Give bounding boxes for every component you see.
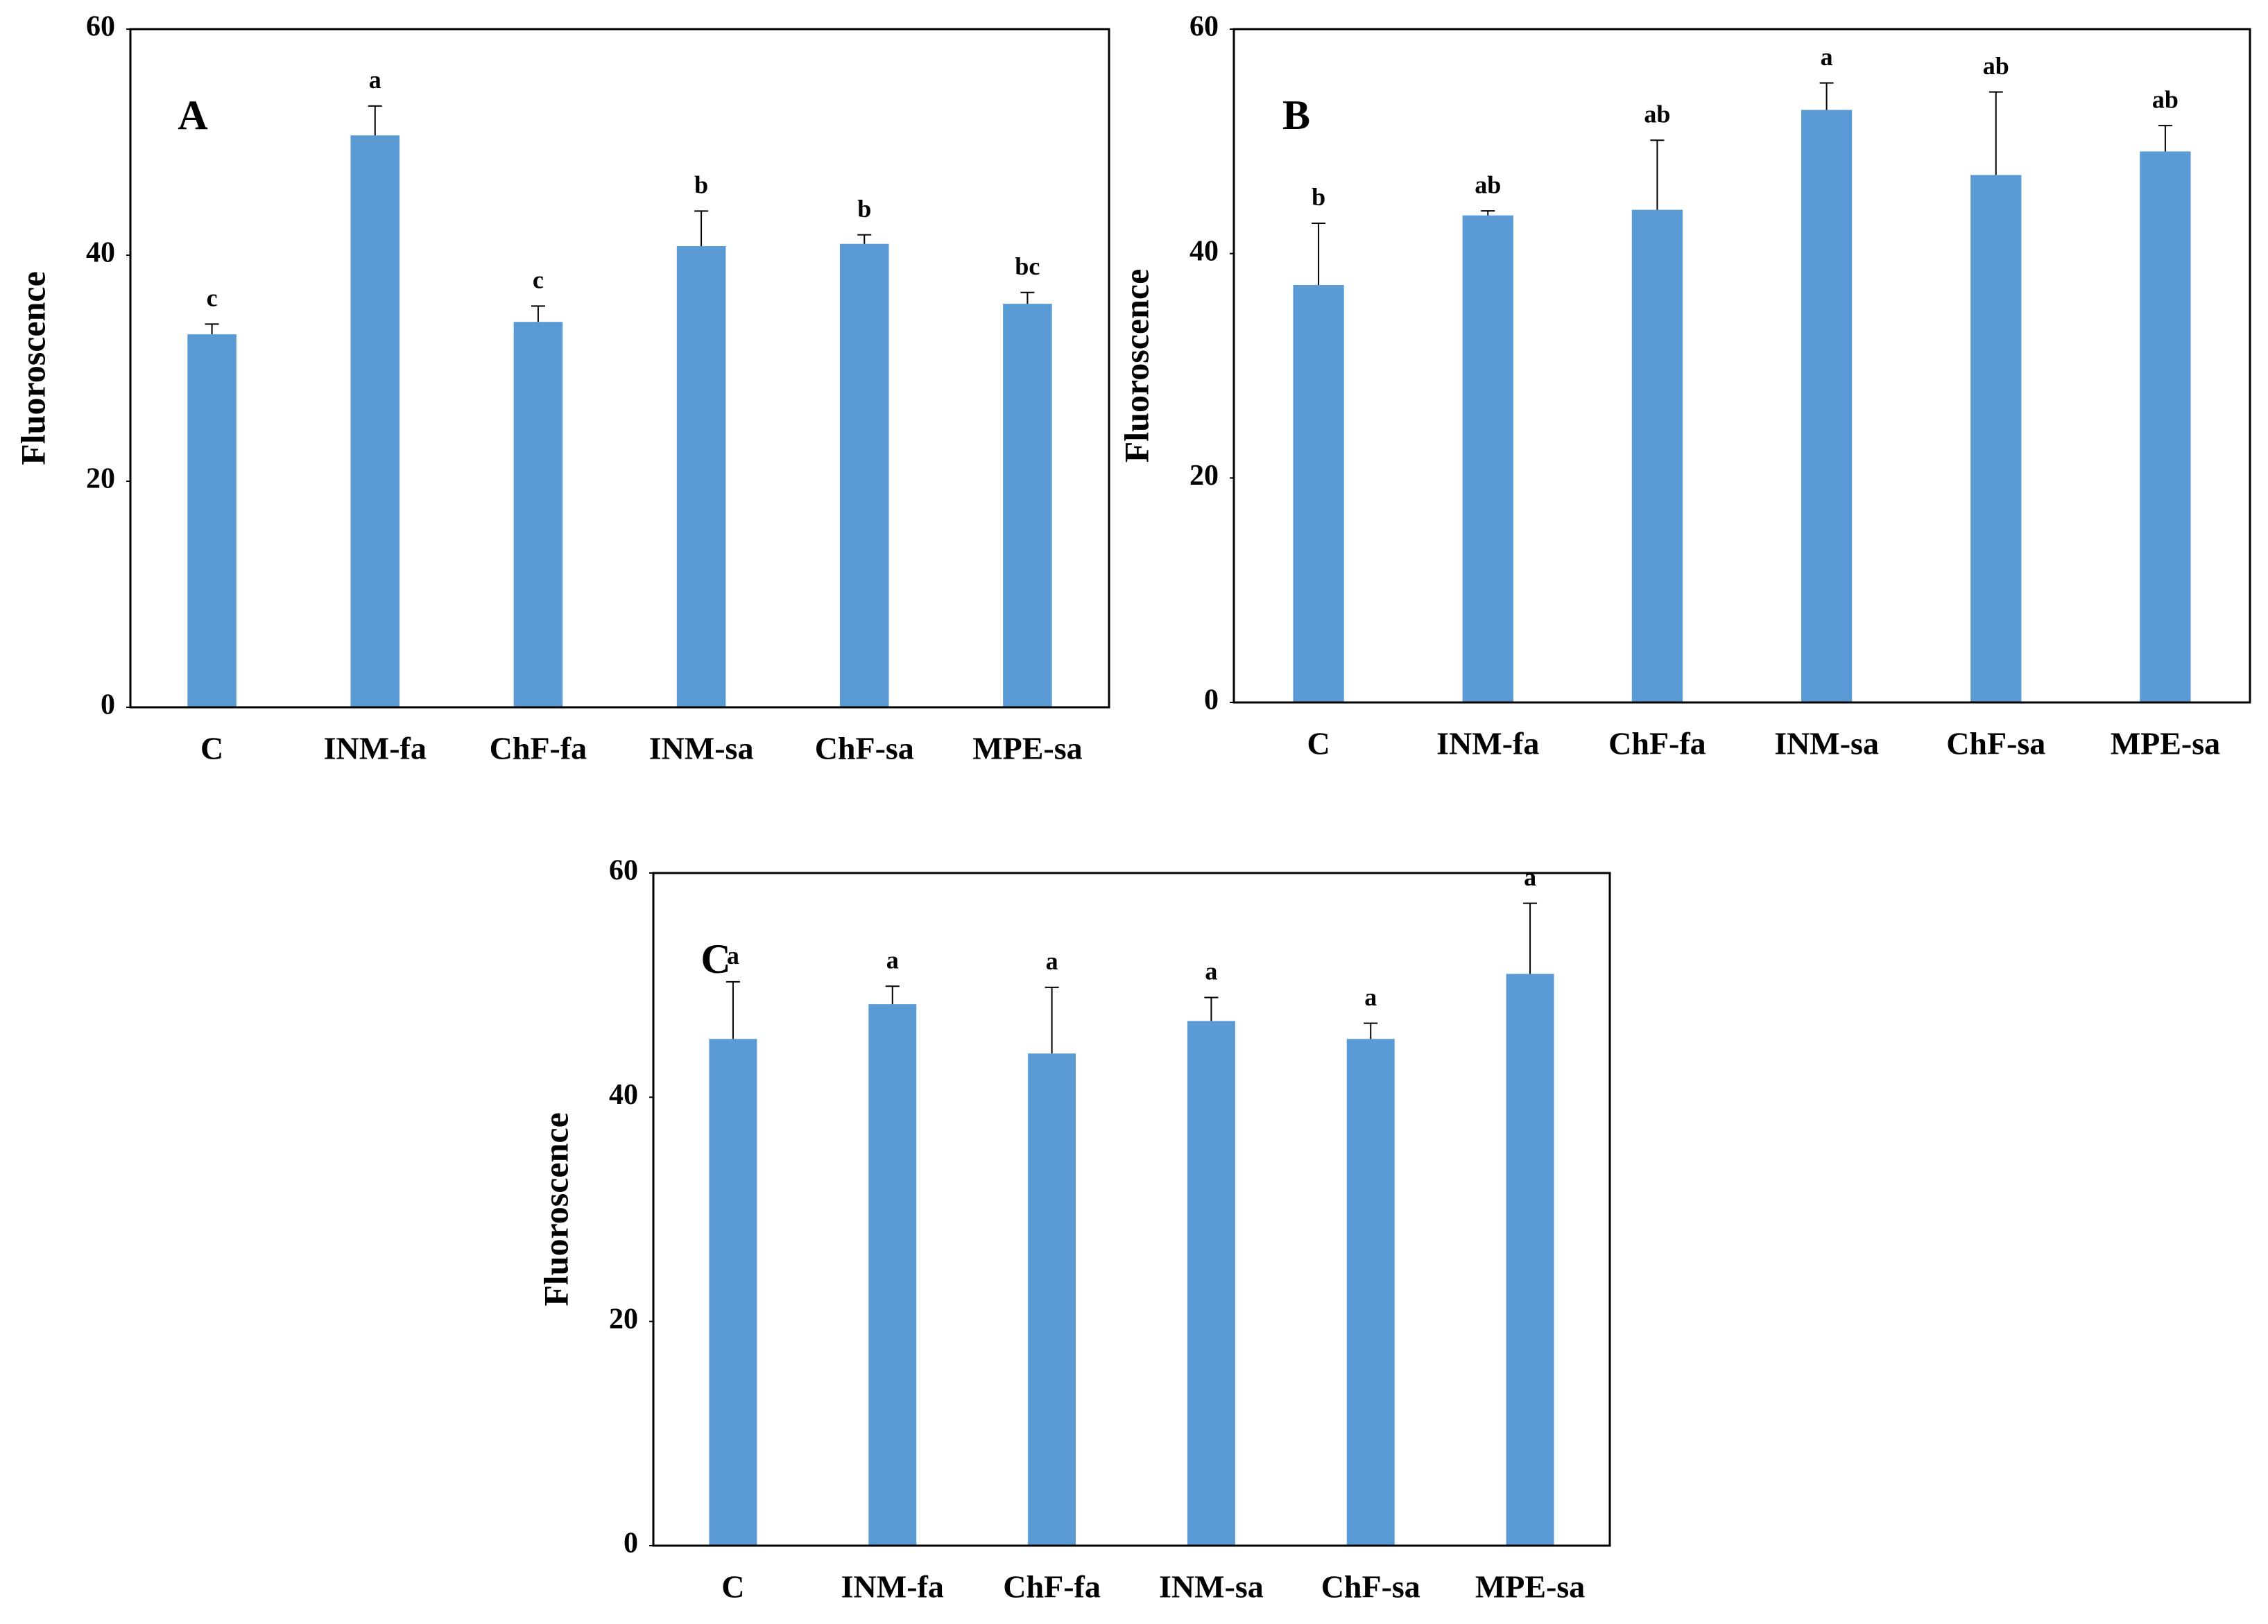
y-tick-label: 20 bbox=[86, 463, 115, 495]
x-tick-label: ChF-sa bbox=[1946, 726, 2045, 761]
error-bar bbox=[857, 234, 872, 244]
error-bar bbox=[1523, 902, 1538, 974]
x-tick-label: C bbox=[200, 731, 223, 766]
x-tick-label: C bbox=[721, 1569, 744, 1605]
y-tick-label: 40 bbox=[1189, 235, 1219, 267]
error-bar bbox=[1364, 1022, 1378, 1039]
significance-letter: c bbox=[533, 266, 544, 294]
y-axis-label: Fluoroscence bbox=[536, 1112, 575, 1306]
bar bbox=[1028, 1053, 1076, 1546]
plot-frame bbox=[129, 28, 1110, 709]
bar bbox=[1970, 175, 2022, 703]
x-tick-label: MPE-sa bbox=[1475, 1569, 1585, 1605]
bar bbox=[1801, 110, 1853, 702]
y-tick-label: 0 bbox=[624, 1528, 638, 1560]
error-bar bbox=[1650, 139, 1665, 210]
error-bar bbox=[1312, 222, 1326, 285]
error-bar bbox=[205, 323, 219, 335]
error-bar bbox=[1045, 986, 1059, 1054]
error-bar bbox=[531, 305, 545, 322]
error-bar bbox=[1020, 291, 1035, 304]
x-tick-label: INM-fa bbox=[324, 731, 427, 766]
y-axis-label: Fluoroscence bbox=[1117, 269, 1156, 463]
significance-letter: a bbox=[1046, 947, 1058, 975]
significance-letter: a bbox=[727, 942, 739, 969]
significance-letter: a bbox=[1364, 983, 1377, 1011]
significance-letter: a bbox=[1524, 863, 1536, 891]
x-tick-label: ChF-sa bbox=[815, 731, 914, 766]
y-tick-label: 0 bbox=[101, 689, 115, 721]
x-tick-label: ChF-fa bbox=[490, 731, 587, 766]
bar bbox=[1346, 1039, 1395, 1546]
error-bar bbox=[694, 210, 709, 246]
y-tick-label: 20 bbox=[1189, 460, 1219, 492]
bar bbox=[2140, 151, 2191, 703]
error-bar bbox=[1204, 996, 1219, 1021]
chart-panel: 0 20 40 60 b Cab INM-fa ab ChF-fa a INM-sa ab ChF-sa… bbox=[1117, 11, 2251, 761]
chart-panel: 0204060aCaINM-faaChF-faaINM-saaChF-saaMP… bbox=[536, 855, 1611, 1605]
y-tick-label: 60 bbox=[1189, 11, 1219, 43]
bar bbox=[1187, 1021, 1235, 1546]
y-tick-label: 0 bbox=[1204, 684, 1219, 716]
x-tick-label: C bbox=[1307, 726, 1330, 761]
x-tick-label: INM-fa bbox=[841, 1569, 944, 1605]
bar bbox=[187, 334, 237, 708]
significance-letter: a bbox=[1821, 43, 1833, 71]
y-tick-label: 60 bbox=[86, 11, 115, 43]
x-tick-label: MPE-sa bbox=[2111, 726, 2220, 761]
bar bbox=[868, 1004, 917, 1546]
significance-letter: ab bbox=[1644, 100, 1670, 128]
error-bar bbox=[1481, 210, 1495, 216]
error-bar bbox=[2158, 125, 2172, 152]
plot-frame bbox=[652, 872, 1611, 1547]
bar bbox=[1003, 304, 1052, 708]
panel-label: C bbox=[701, 936, 730, 982]
bar bbox=[1462, 215, 1513, 703]
bar bbox=[350, 135, 400, 708]
x-tick-label: MPE-sa bbox=[972, 731, 1082, 766]
y-axis-label: Fluoroscence bbox=[13, 271, 52, 465]
error-bar bbox=[725, 981, 740, 1039]
error-bar bbox=[1819, 82, 1834, 110]
chart-panel: 0 20 40 60 c Ca INM-fa c ChF-fa b INM-sa b ChF-sa bc M… bbox=[13, 11, 1110, 766]
x-tick-label: INM-sa bbox=[1774, 726, 1879, 761]
bar bbox=[513, 322, 563, 707]
x-tick-label: ChF-sa bbox=[1321, 1569, 1420, 1605]
x-tick-label: INM-sa bbox=[649, 731, 754, 766]
significance-letter: c bbox=[207, 284, 218, 312]
significance-letter: ab bbox=[1475, 171, 1501, 198]
x-tick-label: INM-sa bbox=[1159, 1569, 1264, 1605]
significance-letter: bc bbox=[1015, 252, 1040, 280]
y-tick-label: 40 bbox=[86, 237, 115, 269]
significance-letter: b bbox=[1312, 183, 1325, 211]
significance-letter: b bbox=[857, 195, 871, 223]
bar bbox=[1293, 284, 1344, 703]
error-bar bbox=[885, 985, 900, 1005]
error-bar bbox=[1988, 91, 2003, 175]
significance-letter: a bbox=[369, 66, 381, 94]
x-tick-label: ChF-fa bbox=[1003, 1569, 1101, 1605]
error-bar bbox=[368, 105, 382, 136]
panel-label: B bbox=[1282, 92, 1310, 138]
bar bbox=[676, 245, 726, 708]
significance-letter: ab bbox=[2152, 85, 2179, 113]
x-tick-label: ChF-fa bbox=[1608, 726, 1706, 761]
plot-frame bbox=[1232, 28, 2251, 704]
bar bbox=[709, 1039, 757, 1546]
panel-label: A bbox=[178, 92, 207, 138]
bar bbox=[1631, 209, 1683, 703]
x-tick-label: INM-fa bbox=[1436, 726, 1539, 761]
significance-letter: a bbox=[886, 947, 899, 974]
significance-letter: a bbox=[1205, 958, 1217, 985]
bar bbox=[839, 243, 889, 707]
bar bbox=[1506, 974, 1554, 1546]
y-tick-label: 20 bbox=[609, 1303, 638, 1335]
significance-letter: ab bbox=[1983, 52, 2009, 80]
significance-letter: b bbox=[694, 171, 708, 199]
y-tick-label: 40 bbox=[609, 1079, 638, 1111]
y-tick-label: 60 bbox=[609, 855, 638, 887]
